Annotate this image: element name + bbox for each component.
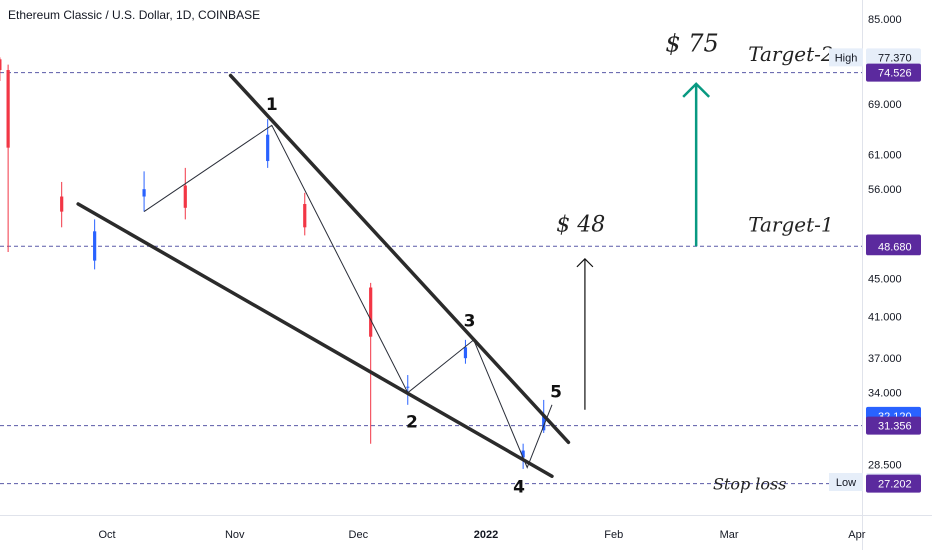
- price-tag-bg: [866, 48, 921, 67]
- price-tag-label-bg: [829, 48, 863, 67]
- candle-body: [6, 70, 10, 148]
- price-tick-label: 34.000: [868, 388, 902, 400]
- candle-body: [60, 196, 64, 212]
- chart-annotation: Stop loss: [713, 475, 787, 494]
- price-tick-label: 41.000: [868, 311, 902, 323]
- wave-label: 5: [550, 382, 562, 402]
- trendline-upper[interactable]: [228, 73, 571, 445]
- wave-label: 1: [266, 95, 278, 115]
- candle-body: [266, 134, 270, 162]
- candle[interactable]: [6, 64, 10, 253]
- time-tick-label: Feb: [604, 529, 623, 541]
- candle-body: [369, 287, 373, 337]
- time-tick-label: Mar: [720, 529, 739, 541]
- candle[interactable]: [142, 171, 146, 212]
- price-tick-label: 37.000: [868, 353, 902, 365]
- chart-annotation: $ 48: [556, 212, 605, 237]
- price-tick-label: 56.000: [868, 184, 902, 196]
- price-tag-value: 27.202: [878, 479, 912, 491]
- wave-label: 4: [513, 478, 525, 498]
- price-tag-value: 48.680: [878, 241, 912, 253]
- price-tag-label-bg: [829, 473, 863, 491]
- chart-annotation: Target-1: [748, 212, 833, 236]
- time-tick-label: 2022: [474, 529, 498, 541]
- wave-zigzag: [143, 124, 553, 469]
- chart-annotation: $ 75: [665, 29, 718, 57]
- candles: [0, 57, 546, 469]
- candle-body: [303, 203, 307, 228]
- candle[interactable]: [266, 119, 270, 168]
- price-tick-label: 85.000: [868, 14, 902, 26]
- candle-body: [521, 450, 525, 458]
- wave-label: 2: [406, 413, 418, 433]
- time-tick-label: Nov: [225, 529, 245, 541]
- price-tag-value: 31.356: [878, 421, 912, 433]
- candle[interactable]: [521, 443, 525, 469]
- candle-body: [406, 386, 410, 388]
- chart-title: Ethereum Classic / U.S. Dollar, 1D, COIN…: [8, 8, 261, 22]
- time-tick-label: Apr: [848, 529, 865, 541]
- price-tag-label: High: [835, 52, 858, 64]
- candle[interactable]: [406, 375, 410, 405]
- target-arrow[interactable]: [682, 82, 711, 247]
- candle[interactable]: [60, 181, 64, 228]
- candle[interactable]: [183, 167, 187, 220]
- candle-body: [0, 59, 2, 71]
- time-tick-label: Dec: [349, 529, 369, 541]
- price-tag-label: Low: [836, 477, 856, 489]
- candle-body: [183, 185, 187, 208]
- price-tag: 48.680: [866, 237, 921, 256]
- price-tag-value: 74.526: [878, 68, 912, 80]
- candle[interactable]: [369, 282, 373, 444]
- price-tag-bg: [866, 63, 921, 82]
- trendline-lower[interactable]: [76, 202, 554, 478]
- candle[interactable]: [303, 192, 307, 236]
- price-tag: 27.202: [866, 474, 921, 493]
- chart-annotation: Target-2: [748, 42, 833, 66]
- price-tag-bg: [866, 237, 921, 256]
- candle[interactable]: [463, 339, 468, 364]
- arrow-head: [682, 82, 711, 98]
- price-tag: High 77.370: [829, 48, 921, 67]
- price-tick-label: 28.500: [868, 460, 902, 472]
- candle-body: [542, 415, 546, 431]
- candle-body: [93, 231, 97, 261]
- price-tag-bg: [866, 474, 921, 493]
- price-tag: 74.526: [866, 63, 921, 82]
- price-tag: 31.356: [866, 416, 921, 435]
- candle[interactable]: [93, 219, 97, 270]
- wave-label: 3: [464, 311, 476, 331]
- price-tag-value: 77.370: [878, 52, 912, 64]
- price-tag-bg: [866, 416, 921, 435]
- arrow-head: [576, 258, 594, 268]
- candle[interactable]: [0, 57, 2, 82]
- target-arrow[interactable]: [576, 258, 594, 410]
- candle-body: [463, 347, 468, 359]
- price-tick-label: 45.000: [868, 273, 902, 285]
- price-tick-label: 69.000: [868, 99, 902, 111]
- price-tick-label: 61.000: [868, 149, 902, 161]
- time-tick-label: Oct: [98, 529, 115, 541]
- candle-body: [142, 189, 146, 197]
